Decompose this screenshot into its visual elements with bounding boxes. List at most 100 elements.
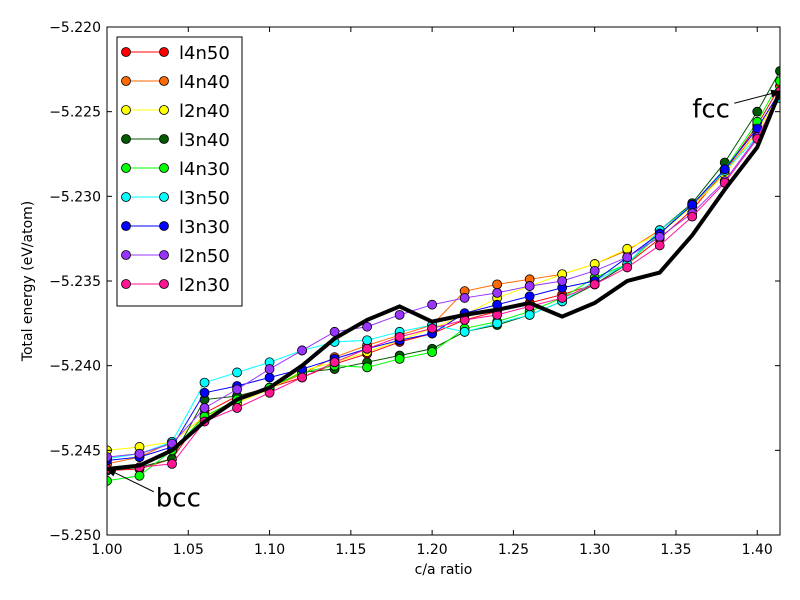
legend-label-l2n50: l2n50 xyxy=(179,246,230,267)
data-point-l3n30 xyxy=(719,164,730,175)
data-point-l2n30 xyxy=(329,357,340,368)
legend-marker-l2n50 xyxy=(159,250,169,260)
legend-marker-l3n50 xyxy=(121,192,131,202)
data-point-l2n50 xyxy=(134,448,145,459)
legend-label-l3n50: l3n50 xyxy=(179,188,230,209)
legend-marker-l4n50 xyxy=(159,47,169,57)
data-point-l2n50 xyxy=(589,265,600,276)
legend-marker-l4n30 xyxy=(159,163,169,173)
data-point-l2n30 xyxy=(297,372,307,383)
data-point-l4n30 xyxy=(427,347,438,358)
data-point-l2n30 xyxy=(687,211,698,222)
x-tick-label: 1.00 xyxy=(91,542,122,558)
legend-marker-l3n40 xyxy=(159,134,169,144)
legend-label-l3n30: l3n30 xyxy=(179,217,230,238)
data-point-l2n50 xyxy=(199,403,210,413)
data-point-l3n40 xyxy=(752,106,763,117)
legend-marker-l2n40 xyxy=(121,105,131,115)
data-point-l2n50 xyxy=(622,252,633,263)
data-point-l4n30 xyxy=(107,475,112,486)
series-line-l4n50 xyxy=(107,86,780,472)
data-point-l2n50 xyxy=(107,452,112,463)
x-tick-label: 1.25 xyxy=(498,542,529,558)
data-point-l3n50 xyxy=(362,335,372,346)
y-tick-label: −5.230 xyxy=(49,189,101,205)
data-point-l2n30 xyxy=(362,343,372,354)
data-point-l2n30 xyxy=(622,262,633,273)
data-point-l2n50 xyxy=(492,287,503,298)
data-point-l2n30 xyxy=(394,331,405,342)
legend-marker-l4n40 xyxy=(159,76,169,86)
x-tick-label: 1.40 xyxy=(742,542,773,558)
data-point-l4n30 xyxy=(394,353,405,364)
annotation-arrow xyxy=(106,468,154,493)
data-point-l2n40 xyxy=(622,243,633,254)
y-tick-label: −5.220 xyxy=(49,20,101,36)
legend-box xyxy=(116,36,243,307)
data-point-l2n30 xyxy=(654,240,665,251)
x-axis-label: c/a ratio xyxy=(415,562,473,578)
data-point-l3n40 xyxy=(775,66,780,76)
x-tick-label: 1.20 xyxy=(417,542,448,558)
legend-marker-l2n30 xyxy=(159,279,169,289)
data-point-l2n30 xyxy=(232,403,242,413)
data-point-l3n50 xyxy=(459,326,470,337)
y-tick-label: −5.240 xyxy=(49,359,101,375)
legend-label-l2n30: l2n30 xyxy=(179,275,230,296)
data-point-l2n50 xyxy=(524,281,535,291)
data-point-l3n50 xyxy=(232,367,242,378)
data-point-l3n50 xyxy=(492,318,503,329)
y-tick-label: −5.245 xyxy=(49,443,101,459)
legend-label-l4n30: l4n30 xyxy=(179,159,230,180)
y-tick-label: −5.235 xyxy=(49,274,101,290)
data-point-l3n50 xyxy=(199,377,210,388)
data-point-l4n40 xyxy=(492,279,503,290)
data-point-l2n30 xyxy=(167,458,177,469)
annotations: bcc fcc xyxy=(106,89,781,514)
legend-marker-l3n40 xyxy=(121,134,131,144)
data-point-l4n30 xyxy=(362,362,372,373)
legend-label-l4n50: l4n50 xyxy=(179,43,230,64)
legend-label-l3n40: l3n40 xyxy=(179,130,230,151)
data-point-l2n50 xyxy=(427,299,438,310)
x-tick-label: 1.30 xyxy=(579,542,610,558)
legend-marker-l3n30 xyxy=(159,221,169,231)
data-point-l2n30 xyxy=(427,323,438,334)
data-point-l2n50 xyxy=(459,293,470,303)
legend-marker-l2n50 xyxy=(121,250,131,260)
data-point-l2n30 xyxy=(589,279,600,290)
data-point-l3n30 xyxy=(524,291,535,302)
data-point-l3n30 xyxy=(687,199,698,210)
x-tick-label: 1.35 xyxy=(660,542,691,558)
data-point-l3n30 xyxy=(264,372,275,383)
annotation-bcc: bcc xyxy=(156,484,201,514)
series-line-l2n50 xyxy=(107,94,780,458)
annotation-fcc: fcc xyxy=(692,94,730,124)
data-point-l2n50 xyxy=(232,384,242,395)
data-point-l2n50 xyxy=(654,232,665,242)
y-tick-label: −5.250 xyxy=(49,528,101,544)
x-tick-label: 1.05 xyxy=(173,542,204,558)
tick-layer: 1.00 1.05 1.10 1.15 1.20 1.25 1.30 1.35 1.40 −5.2… xyxy=(49,20,780,558)
data-point-l3n30 xyxy=(199,387,210,398)
y-tick-label: −5.225 xyxy=(49,105,101,121)
x-tick-label: 1.15 xyxy=(335,542,366,558)
series-line-l3n30 xyxy=(107,91,780,461)
legend-marker-l2n40 xyxy=(159,105,169,115)
data-point-l4n30 xyxy=(134,470,145,481)
legend-label-l4n40: l4n40 xyxy=(179,72,230,93)
data-point-l2n30 xyxy=(557,293,568,303)
data-point-l2n50 xyxy=(264,364,275,374)
annotation-arrow xyxy=(734,89,781,104)
legend: l4n50 l4n40 l2n40 l3n40 l4n30 l3n50 l3n30 l2n50… xyxy=(116,36,243,307)
data-point-l2n50 xyxy=(557,276,568,286)
legend-marker-l4n30 xyxy=(121,163,131,173)
legend-label-l2n40: l2n40 xyxy=(179,101,230,122)
data-point-l2n50 xyxy=(297,345,307,356)
series-line-l2n30 xyxy=(107,91,780,470)
legend-marker-l2n30 xyxy=(121,279,131,289)
legend-marker-l3n50 xyxy=(159,192,169,202)
series-line-l3n50 xyxy=(107,97,780,460)
x-tick-label: 1.10 xyxy=(254,542,285,558)
